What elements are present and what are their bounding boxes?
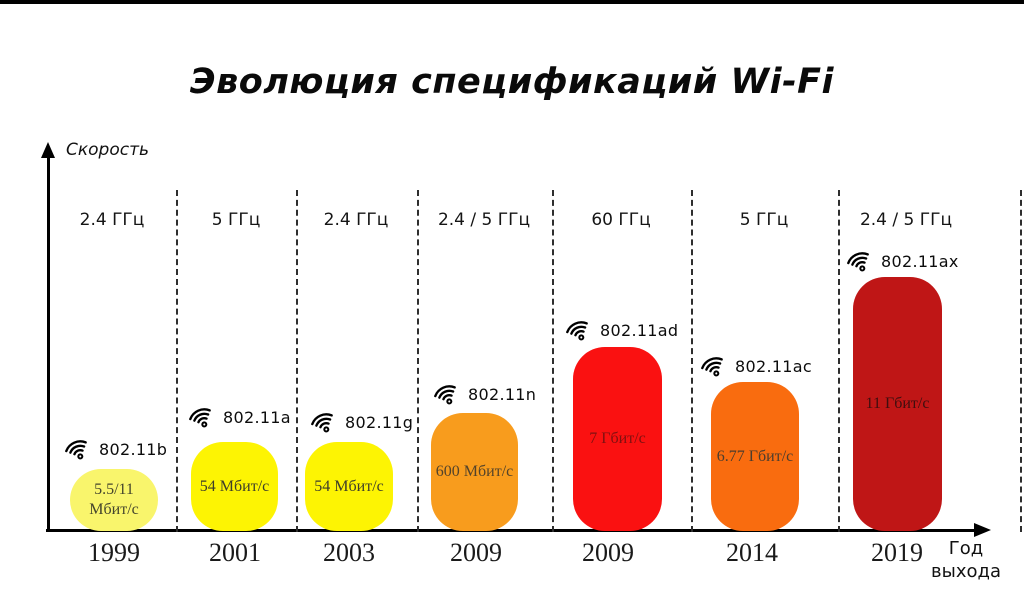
frequency-band-label: 5 ГГц xyxy=(211,210,261,230)
frequency-band-label: 2.4 ГГц xyxy=(323,210,389,230)
column-separator xyxy=(691,190,693,532)
standard-name: 802.11ad xyxy=(600,320,679,340)
year-label: 2009 xyxy=(450,538,502,567)
wifi-icon xyxy=(434,385,456,405)
standard-label: 802.11ax xyxy=(842,246,959,276)
bar-speed-label: 7 Гбит/с xyxy=(589,430,646,447)
y-axis-label: Скорость xyxy=(66,140,149,160)
year-label: 2014 xyxy=(726,538,778,567)
frequency-band-label: 60 ГГц xyxy=(591,210,651,230)
standard-label: 802.11n xyxy=(429,379,536,409)
standard-label: 802.11ac xyxy=(696,351,812,381)
standard-name: 802.11n xyxy=(468,384,537,404)
bar-speed-label: 6.77 Гбит/с xyxy=(716,447,794,465)
column-separator xyxy=(838,190,840,532)
x-axis-label-line1: Год xyxy=(948,538,984,559)
bar-speed-label: 11 Гбит/с xyxy=(865,395,930,412)
column-separator xyxy=(552,190,554,532)
bar: 54 Мбит/с xyxy=(191,442,278,531)
x-axis-line xyxy=(46,529,976,532)
bar: 7 Гбит/с xyxy=(573,347,662,531)
column-separator xyxy=(296,190,298,532)
x-axis-arrow-icon xyxy=(974,523,991,537)
x-axis-label-line2: выхода xyxy=(931,561,1001,582)
standard-name: 802.11ax xyxy=(881,251,959,271)
frequency-band-label: 2.4 ГГц xyxy=(79,210,145,230)
wifi-icon xyxy=(311,413,333,433)
frequency-band-label: 2.4 / 5 ГГц xyxy=(859,210,953,230)
standard-name: 802.11b xyxy=(99,439,168,459)
bar: 11 Гбит/с xyxy=(853,277,942,531)
standard-name: 802.11g xyxy=(345,412,414,432)
bar: 6.77 Гбит/с xyxy=(711,382,799,531)
column-separator xyxy=(1020,190,1022,532)
year-label: 2001 xyxy=(209,538,261,567)
wifi-icon xyxy=(847,252,869,272)
top-border xyxy=(0,0,1024,4)
standard-name: 802.11ac xyxy=(735,356,812,376)
standard-label: 802.11g xyxy=(306,407,413,437)
bar: 54 Мбит/с xyxy=(305,442,393,531)
standard-label: 802.11ad xyxy=(561,315,678,345)
bar-speed-label: 54 Мбит/с xyxy=(314,477,384,495)
standard-name: 802.11a xyxy=(223,407,291,427)
bar: 5.5/11 Мбит/с xyxy=(70,469,158,531)
frequency-band-label: 2.4 / 5 ГГц xyxy=(437,210,531,230)
x-axis-label: Год выхода xyxy=(918,537,1014,583)
bar-speed-label: 5.5/11 Мбит/с xyxy=(89,481,139,518)
year-label: 2009 xyxy=(582,538,634,567)
wifi-icon xyxy=(65,440,87,460)
bar-speed-label: 54 Мбит/с xyxy=(199,477,270,495)
year-label: 2003 xyxy=(323,538,375,567)
year-label: 1999 xyxy=(88,538,140,567)
bar: 600 Мбит/с xyxy=(431,413,518,531)
column-separator xyxy=(176,190,178,532)
wifi-icon xyxy=(566,321,588,341)
y-axis-line xyxy=(47,150,50,531)
wifi-icon xyxy=(189,408,211,428)
year-label: 2019 xyxy=(871,538,923,567)
bar-speed-label: 600 Мбит/с xyxy=(435,463,514,480)
frequency-band-label: 5 ГГц xyxy=(739,210,789,230)
standard-label: 802.11b xyxy=(60,434,167,464)
standard-label: 802.11a xyxy=(184,402,291,432)
column-separator xyxy=(417,190,419,532)
chart-title: Эволюция спецификаций Wi-Fi xyxy=(189,62,835,102)
wifi-icon xyxy=(701,357,723,377)
